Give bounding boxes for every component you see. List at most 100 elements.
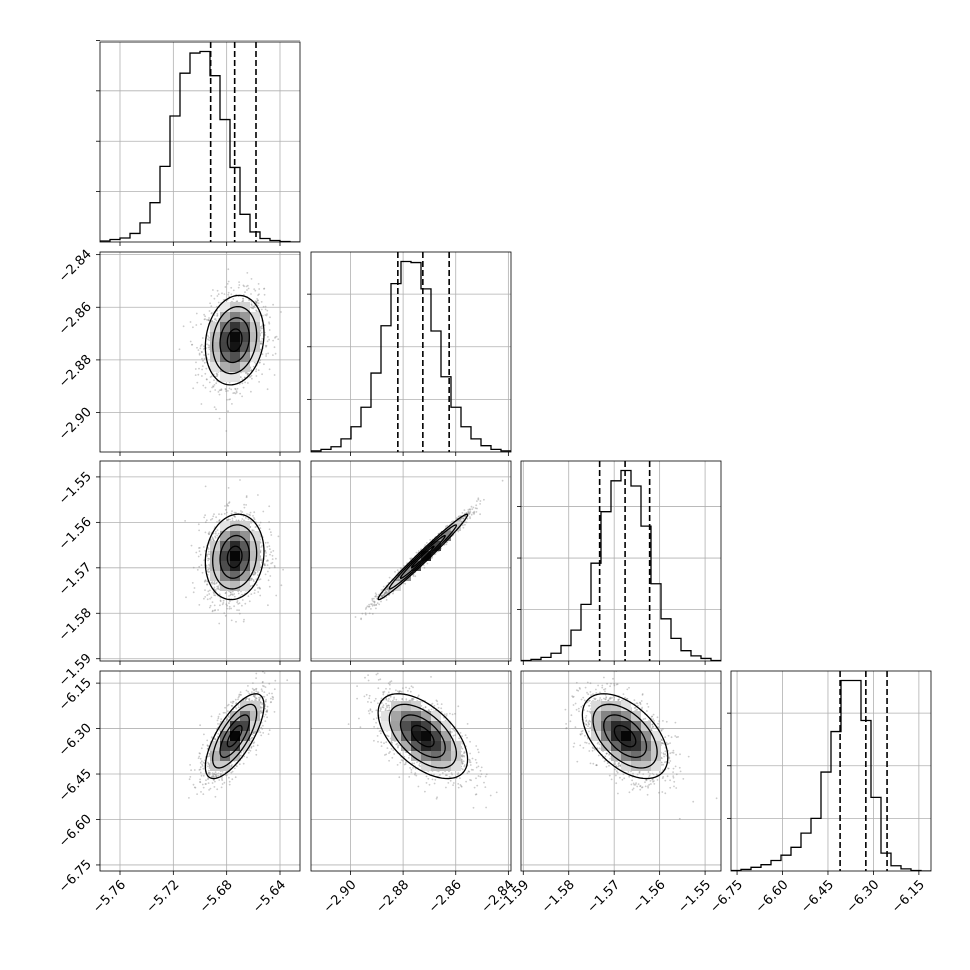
scatter-point bbox=[204, 580, 207, 582]
contour-line bbox=[226, 545, 243, 569]
scatter-point bbox=[209, 597, 212, 600]
scatter-point bbox=[473, 510, 476, 513]
scatter-point bbox=[376, 602, 379, 604]
scatter-point bbox=[366, 605, 369, 608]
scatter-point bbox=[370, 603, 372, 605]
scatter-point bbox=[210, 312, 213, 315]
scatter-point bbox=[208, 557, 210, 560]
scatter-point bbox=[236, 300, 239, 303]
scatter-point bbox=[267, 559, 269, 562]
scatter-point bbox=[224, 508, 227, 511]
density-cell bbox=[250, 541, 260, 551]
scatter-point bbox=[218, 519, 221, 521]
scatter-point bbox=[241, 518, 244, 520]
scatter-point bbox=[260, 546, 263, 548]
scatter-point bbox=[257, 294, 259, 296]
scatter-point bbox=[457, 515, 460, 518]
scatter-point bbox=[218, 520, 221, 522]
scatter-point bbox=[464, 515, 466, 518]
scatter-point bbox=[252, 573, 255, 576]
scatter-point bbox=[408, 568, 410, 570]
scatter-point bbox=[409, 557, 412, 560]
scatter-point bbox=[234, 392, 237, 395]
scatter-point bbox=[272, 354, 274, 356]
scatter-point bbox=[274, 336, 277, 338]
scatter-point bbox=[254, 289, 257, 292]
scatter-point bbox=[236, 609, 239, 611]
scatter-point bbox=[195, 312, 198, 315]
scatter-point bbox=[360, 618, 362, 621]
panel-content bbox=[184, 479, 284, 625]
scatter-point bbox=[267, 604, 269, 607]
scatter-point bbox=[240, 510, 242, 512]
scatter-point bbox=[192, 326, 194, 329]
density-cell bbox=[240, 541, 250, 551]
scatter-point bbox=[241, 378, 244, 381]
scatter-point bbox=[259, 559, 262, 561]
scatter-point bbox=[246, 513, 248, 515]
scatter-point bbox=[244, 381, 247, 384]
scatter-point bbox=[213, 379, 215, 382]
scatter-point bbox=[204, 521, 207, 524]
scatter-point bbox=[398, 578, 401, 581]
scatter-point bbox=[252, 579, 255, 581]
scatter-point bbox=[204, 589, 206, 591]
scatter-point bbox=[256, 299, 259, 302]
panel-frame bbox=[310, 251, 512, 453]
scatter-point bbox=[408, 569, 411, 572]
scatter-point bbox=[216, 289, 219, 292]
scatter-point bbox=[216, 305, 218, 308]
density-cell bbox=[230, 571, 240, 581]
scatter-point bbox=[383, 593, 386, 595]
scatter-point bbox=[415, 551, 418, 554]
scatter-point bbox=[273, 565, 276, 567]
scatter-point bbox=[201, 357, 203, 360]
histogram-panel-1 bbox=[96, 40, 300, 246]
scatter-point bbox=[219, 600, 222, 603]
panel-frame bbox=[730, 670, 932, 872]
scatter-point bbox=[223, 612, 226, 614]
scatter-point bbox=[475, 504, 478, 507]
scatter-point bbox=[192, 566, 195, 569]
scatter-point bbox=[205, 367, 208, 370]
scatter-point bbox=[252, 529, 255, 532]
scatter-point bbox=[235, 519, 238, 522]
density-cell bbox=[230, 551, 240, 561]
scatter-point bbox=[217, 532, 220, 535]
scatter-point bbox=[231, 510, 233, 513]
scatter-point bbox=[371, 604, 374, 607]
scatter-point bbox=[271, 554, 274, 557]
scatter-point bbox=[217, 293, 220, 296]
scatter-point bbox=[385, 590, 388, 593]
scatter-point bbox=[226, 283, 229, 285]
scatter-point bbox=[206, 580, 209, 583]
scatter-point bbox=[203, 580, 206, 583]
scatter-point bbox=[275, 594, 278, 597]
scatter-point bbox=[258, 578, 260, 581]
scatter-point bbox=[226, 503, 229, 506]
scatter-point bbox=[399, 567, 402, 569]
panel-frame bbox=[99, 251, 301, 453]
scatter-point bbox=[253, 592, 256, 594]
scatter-point bbox=[261, 325, 263, 328]
scatter-point bbox=[241, 382, 244, 385]
scatter-point bbox=[253, 288, 256, 290]
scatter-point bbox=[214, 609, 217, 611]
scatter-point bbox=[224, 388, 227, 391]
scatter-point bbox=[371, 613, 374, 615]
scatter-point bbox=[212, 582, 215, 585]
scatter-point bbox=[216, 373, 219, 376]
scatter-point bbox=[388, 590, 391, 593]
density-cell bbox=[230, 561, 240, 571]
scatter-point bbox=[232, 289, 235, 292]
scatter-point bbox=[256, 298, 258, 300]
histogram-panel-2 bbox=[307, 252, 511, 456]
scatter-point bbox=[242, 297, 244, 300]
scatter-point bbox=[207, 344, 210, 347]
scatter-point bbox=[233, 392, 236, 394]
scatter-point bbox=[228, 501, 231, 503]
scatter-point bbox=[383, 591, 386, 594]
density-cell bbox=[240, 581, 250, 591]
scatter-point bbox=[381, 594, 384, 597]
scatter-point bbox=[258, 361, 261, 364]
